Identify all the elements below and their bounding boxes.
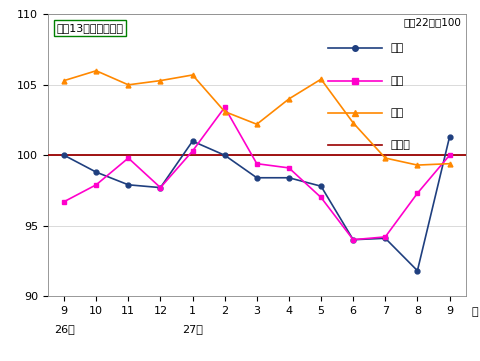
Text: 出荷: 出荷 [390,75,404,86]
Text: 生産: 生産 [390,43,404,53]
Text: 最近13か月間の動き: 最近13か月間の動き [56,23,123,33]
Text: 平成22年＝100: 平成22年＝100 [404,17,461,27]
Text: 27年: 27年 [182,324,203,334]
Text: 26年: 26年 [54,324,74,334]
Text: 在庫: 在庫 [390,108,404,118]
Text: 月: 月 [471,308,478,317]
Text: 基準値: 基準値 [390,140,410,151]
